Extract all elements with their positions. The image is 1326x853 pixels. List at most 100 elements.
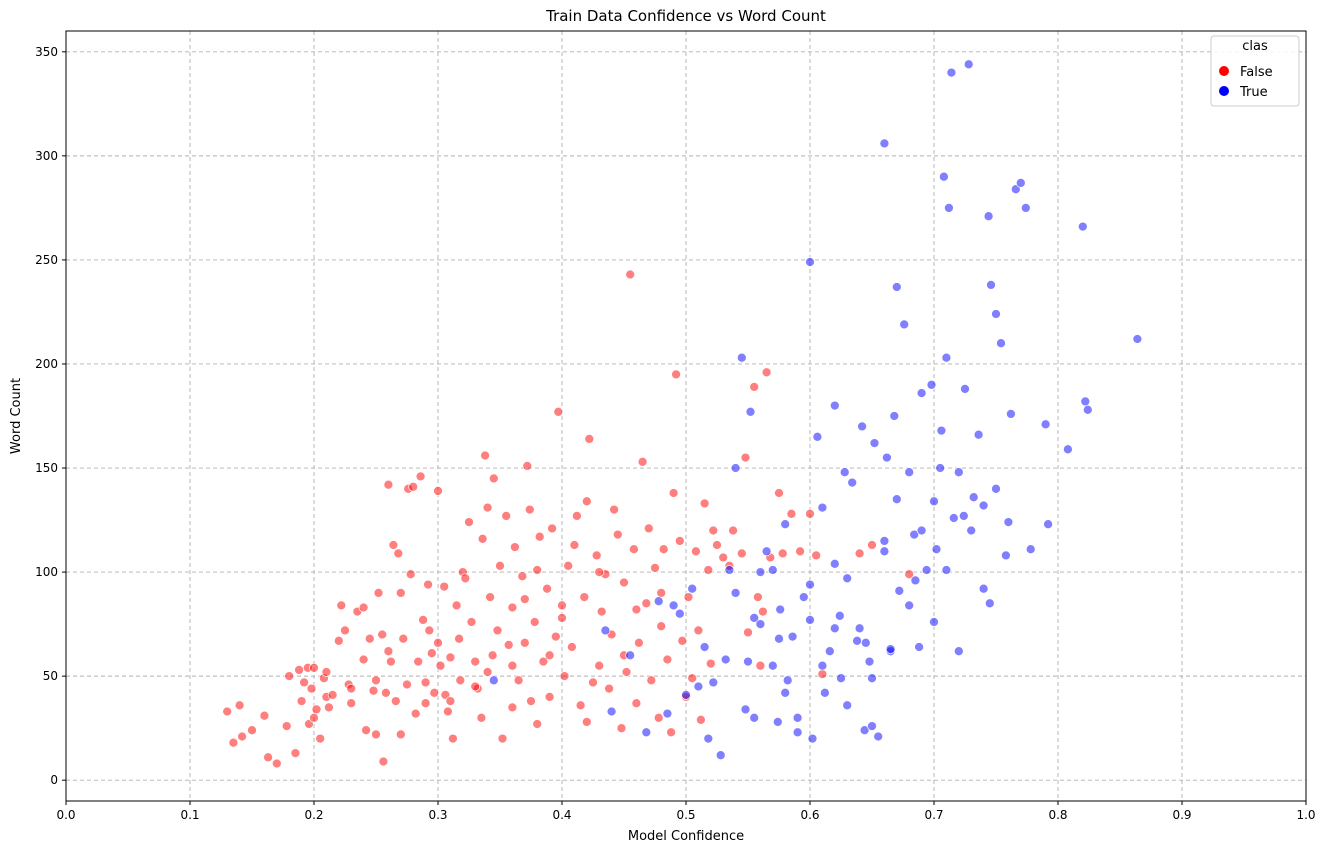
point-true — [820, 687, 830, 698]
point-false — [482, 502, 493, 513]
point-true — [1006, 409, 1016, 419]
point-false — [451, 600, 462, 611]
point-false — [429, 687, 440, 698]
point-true — [1015, 178, 1026, 188]
point-false — [327, 690, 338, 700]
point-true — [730, 463, 741, 473]
point-false — [662, 654, 673, 665]
point-false — [368, 685, 379, 696]
point-true — [641, 727, 652, 738]
point-false — [460, 573, 471, 584]
point-false — [284, 671, 295, 681]
x-tick-label: 0.6 — [800, 808, 819, 822]
point-false — [575, 700, 586, 711]
point-false — [544, 650, 555, 661]
point-true — [736, 352, 747, 363]
point-false — [749, 382, 760, 392]
x-tick-label: 0.2 — [304, 808, 323, 822]
point-false — [650, 563, 660, 573]
point-true — [1063, 444, 1073, 455]
legend-title: clas — [1242, 39, 1268, 54]
point-true — [674, 608, 685, 619]
point-false — [420, 677, 431, 688]
point-false — [435, 660, 446, 671]
point-false — [594, 567, 605, 577]
axis-ticks: 0.0 0.1 0.2 0.3 0.4 0.5 0.6 0.7 0.8 0.9 1.0 0 50 100 1… — [35, 45, 1315, 822]
point-false — [532, 719, 543, 729]
point-true — [1020, 203, 1031, 213]
point-true — [749, 613, 760, 623]
point-false — [340, 625, 350, 636]
point-false — [795, 546, 805, 557]
point-true — [699, 642, 710, 652]
x-tick-label: 0.1 — [180, 808, 199, 822]
point-true — [916, 525, 927, 536]
point-true — [909, 529, 920, 540]
point-true — [687, 583, 698, 594]
point-false — [383, 646, 394, 657]
point-true — [817, 660, 828, 671]
point-true — [939, 171, 949, 182]
point-true — [966, 525, 977, 536]
point-false — [228, 737, 239, 748]
point-true — [991, 483, 1001, 494]
y-tick-label: 250 — [35, 253, 58, 267]
point-false — [299, 677, 309, 688]
point-true — [805, 579, 815, 590]
point-false — [524, 504, 535, 515]
point-false — [579, 592, 590, 602]
point-true — [720, 654, 731, 665]
point-false — [634, 637, 644, 648]
point-false — [637, 456, 648, 467]
point-false — [581, 496, 592, 507]
y-tick-label: 300 — [35, 149, 58, 163]
legend-marker-true — [1219, 86, 1229, 96]
point-true — [904, 600, 915, 611]
point-true — [807, 733, 818, 744]
point-true — [936, 425, 947, 436]
point-true — [836, 673, 846, 684]
point-true — [1003, 517, 1014, 527]
point-false — [371, 729, 381, 740]
point-true — [653, 596, 664, 607]
point-true — [755, 619, 766, 629]
point-false — [464, 517, 474, 527]
point-false — [381, 687, 391, 698]
point-false — [448, 733, 458, 744]
chart-title: Train Data Confidence vs Word Count — [545, 7, 826, 25]
point-true — [761, 546, 772, 557]
point-true — [787, 631, 798, 642]
point-false — [572, 511, 582, 521]
point-true — [1001, 550, 1011, 561]
point-true — [1132, 334, 1143, 344]
point-false — [433, 486, 443, 496]
x-tick-label: 0.0 — [56, 808, 75, 822]
point-false — [532, 565, 543, 575]
point-true — [948, 513, 959, 523]
point-false — [687, 673, 698, 684]
point-false — [315, 733, 326, 744]
point-false — [443, 706, 453, 717]
point-false — [526, 696, 536, 706]
point-false — [705, 658, 716, 669]
point-false — [653, 712, 664, 723]
point-true — [792, 727, 803, 738]
point-true — [749, 712, 760, 723]
point-true — [730, 588, 741, 598]
point-false — [455, 675, 466, 686]
point-true — [968, 492, 979, 503]
point-true — [958, 511, 969, 521]
point-false — [691, 546, 701, 557]
point-true — [921, 565, 932, 575]
point-false — [740, 452, 751, 463]
point-true — [854, 623, 865, 634]
point-true — [882, 452, 892, 463]
point-false — [445, 652, 456, 663]
point-false — [237, 731, 247, 742]
point-true — [984, 598, 995, 609]
point-true — [668, 600, 679, 611]
point-false — [658, 544, 669, 555]
point-false — [529, 617, 540, 627]
point-false — [519, 637, 530, 648]
